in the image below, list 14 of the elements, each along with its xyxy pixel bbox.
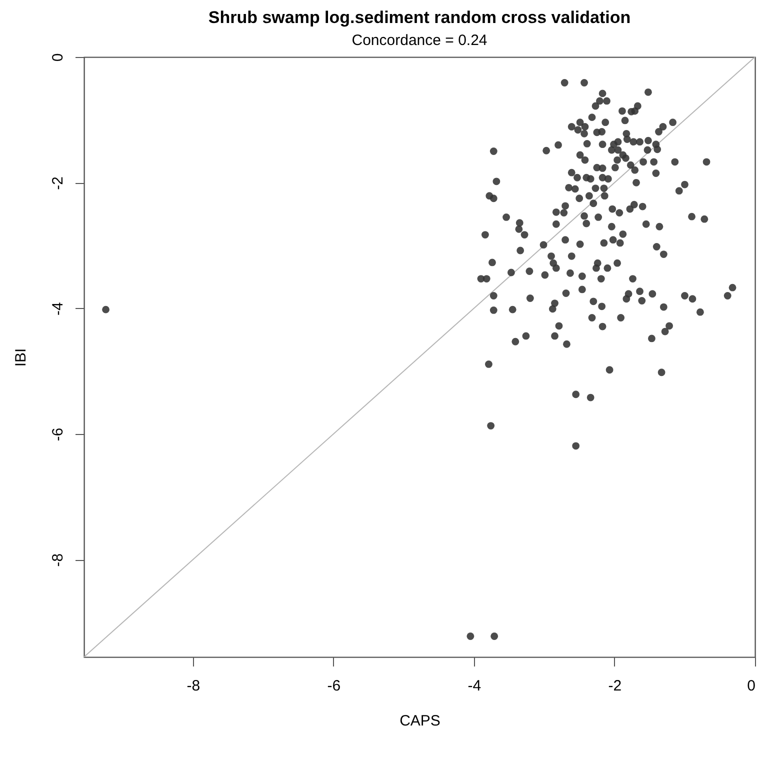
x-tick-label: -8 <box>186 678 200 694</box>
chart-subtitle: Concordance = 0.24 <box>352 32 488 49</box>
y-tick-label: -8 <box>50 553 66 567</box>
x-tick-label: -6 <box>327 678 341 694</box>
y-tick-label: -2 <box>50 176 66 190</box>
chart-title: Shrub swamp log.sediment random cross validation <box>208 8 631 27</box>
y-tick-label: 0 <box>50 53 66 62</box>
x-tick-label: -4 <box>468 678 482 694</box>
y-axis-title: IBI <box>12 348 30 367</box>
y-tick-label: -4 <box>50 302 66 316</box>
x-tick-label: 0 <box>747 678 756 694</box>
y-tick-label: -6 <box>50 428 66 442</box>
x-axis-title: CAPS <box>400 712 440 730</box>
x-tick-label: -2 <box>608 678 622 694</box>
